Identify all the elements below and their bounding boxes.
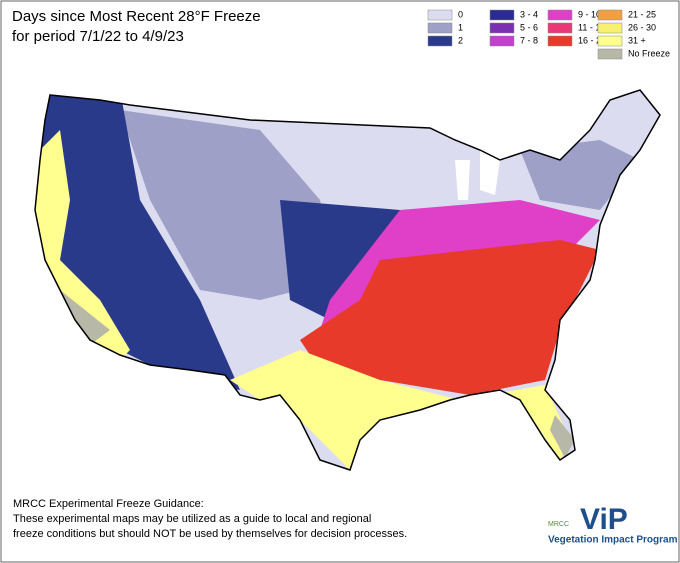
legend-label: 7 - 8 [520, 35, 538, 45]
legend-label: 21 - 25 [628, 9, 656, 19]
legend: 0 1 2 3 - 4 5 - 6 7 - 8 9 - 10 11 - 15 16 - 20 21… [427, 9, 670, 60]
legend-label: 1 [458, 22, 463, 32]
legend-swatch [427, 22, 453, 34]
legend-swatch [489, 35, 515, 47]
legend-swatch [597, 9, 623, 21]
legend-label: 31 + [628, 35, 646, 45]
legend-swatch [427, 35, 453, 47]
legend-label: 26 - 30 [628, 22, 656, 32]
legend-swatch [489, 22, 515, 34]
legend-swatch [597, 22, 623, 34]
logo-name: Vegetation Impact Program [548, 535, 678, 546]
logo-mark: ViP [580, 503, 628, 536]
footer-line: These experimental maps may be utilized … [13, 513, 371, 525]
logo-org: MRCC [548, 521, 569, 528]
legend-swatch [597, 35, 623, 47]
legend-label: 2 [458, 35, 463, 45]
legend-label: 11 - 15 [578, 22, 605, 32]
legend-swatch [547, 35, 573, 47]
legend-swatch [597, 48, 623, 60]
legend-label: 5 - 6 [520, 22, 538, 32]
title-line: for period 7/1/22 to 4/9/23 [12, 28, 184, 45]
us-outline [34, 89, 661, 471]
legend-label: No Freeze [628, 48, 670, 58]
footer-line: freeze conditions but should NOT be used… [13, 528, 407, 540]
legend-swatch [427, 9, 453, 21]
footer-heading: MRCC Experimental Freeze Guidance: [13, 498, 204, 510]
legend-swatch [547, 22, 573, 34]
legend-label: 16 - 20 [578, 35, 606, 45]
legend-label: 9 - 10 [578, 9, 601, 19]
title-line: Days since Most Recent 28°F Freeze [12, 8, 261, 25]
legend-swatch [547, 9, 573, 21]
legend-label: 0 [458, 9, 463, 19]
legend-label: 3 - 4 [520, 9, 538, 19]
legend-swatch [489, 9, 515, 21]
